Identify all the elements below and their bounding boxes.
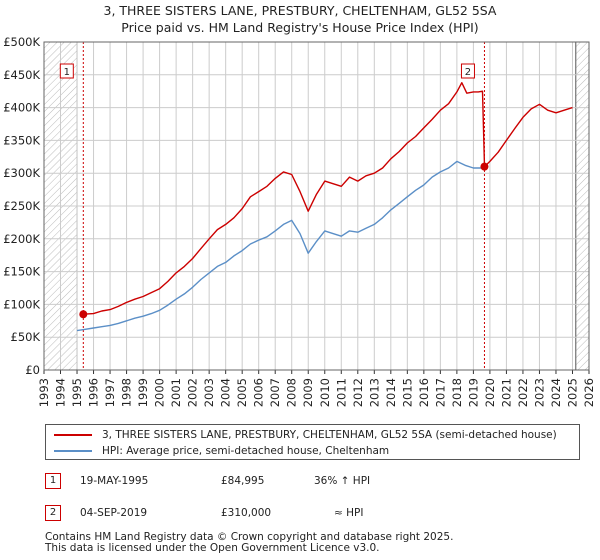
x-tick-label: 2020 (483, 378, 497, 407)
x-tick-label: 2006 (252, 378, 266, 407)
x-tick-label: 2013 (367, 378, 381, 407)
legend-label-property: 3, THREE SISTERS LANE, PRESTBURY, CHELTE… (102, 429, 557, 441)
y-tick-label: £400K (3, 101, 40, 115)
x-tick-label: 2015 (400, 378, 414, 407)
x-tick-label: 1999 (136, 378, 150, 407)
property-price-line (83, 81, 573, 315)
x-tick-label: 2017 (433, 378, 447, 407)
x-tick-label: 1995 (70, 378, 84, 407)
sale-label-box-1 (59, 63, 74, 79)
title-line-1: 3, THREE SISTERS LANE, PRESTBURY, CHELTE… (103, 3, 497, 18)
sale-badge-2: 2 (45, 505, 61, 521)
x-tick-label: 2007 (268, 378, 282, 407)
legend-swatch-property (54, 434, 92, 436)
x-tick-label: 2022 (516, 378, 530, 407)
x-tick-label: 2023 (532, 378, 546, 407)
sale-date-1: 19-MAY-1995 (80, 475, 149, 487)
sale-price-1: £84,995 (221, 475, 265, 487)
sale-price-2: £310,000 (221, 507, 272, 519)
x-tick-label: 2016 (417, 378, 431, 407)
y-tick-label: £300K (3, 166, 40, 180)
x-tick-label: 2014 (384, 378, 398, 407)
x-tick-label: 2021 (499, 378, 513, 407)
legend-item-property: 3, THREE SISTERS LANE, PRESTBURY, CHELTE… (54, 427, 557, 443)
footer-line-2: This data is licensed under the Open Gov… (45, 542, 380, 554)
plot-frame (43, 41, 590, 371)
x-tick-label: 1997 (103, 378, 117, 407)
x-tick-label: 2018 (450, 378, 464, 407)
footer-line-1: Contains HM Land Registry data © Crown c… (45, 531, 454, 543)
x-tick-label: 2000 (153, 378, 167, 407)
x-tick-label: 2004 (219, 378, 233, 407)
sale-hpi-1: 36% ↑ HPI (314, 475, 371, 487)
y-tick-label: £500K (3, 35, 40, 49)
sale-label-2: 2 (465, 67, 471, 78)
y-tick-label: £450K (3, 68, 40, 82)
legend: 3, THREE SISTERS LANE, PRESTBURY, CHELTE… (45, 424, 580, 460)
y-tick-label: £200K (3, 232, 40, 246)
y-tick-label: £50K (11, 330, 41, 344)
sale-point-1 (79, 310, 88, 319)
legend-item-hpi: HPI: Average price, semi-detached house,… (54, 443, 389, 459)
sale-row-2: 2 04-SEP-2019 £310,000 ≈ HPI (45, 505, 585, 525)
x-tick-label: 2008 (285, 378, 299, 407)
sale-row-1: 1 19-MAY-1995 £84,995 36% ↑ HPI (45, 473, 585, 493)
sale-point-2 (480, 162, 489, 171)
x-tick-label: 2024 (549, 378, 563, 407)
sale-label-1: 1 (64, 67, 70, 78)
series (76, 81, 573, 332)
sale-badge-1: 1 (45, 473, 61, 489)
sale-label-box-2 (460, 63, 475, 79)
footer: Contains HM Land Registry data © Crown c… (45, 532, 453, 554)
x-tick-label: 2011 (334, 378, 348, 407)
chart-title: 3, THREE SISTERS LANE, PRESTBURY, CHELTE… (0, 2, 600, 36)
sale-date-2: 04-SEP-2019 (80, 507, 148, 519)
sale-hpi-2: ≈ HPI (334, 507, 364, 519)
hpi-line (76, 160, 485, 332)
y-tick-label: £150K (3, 265, 40, 279)
axes: £0 £50K £100K £150K £200K £250K £300K £350K £400… (3, 35, 596, 407)
x-tick-label: 2005 (235, 378, 249, 407)
y-tick-label: £250K (3, 199, 40, 213)
legend-label-hpi: HPI: Average price, semi-detached house,… (102, 445, 390, 457)
x-tick-label: 2009 (301, 378, 315, 407)
x-tick-label: 1996 (87, 378, 101, 407)
x-tick-label: 2010 (318, 378, 332, 407)
x-tick-label: 2025 (565, 378, 579, 407)
x-tick-label: 2002 (186, 378, 200, 407)
x-tick-label: 2012 (351, 378, 365, 407)
y-tick-label: £0 (25, 363, 40, 377)
legend-swatch-hpi (54, 450, 92, 452)
y-tick-label: £100K (3, 297, 40, 311)
x-tick-label: 2001 (169, 378, 183, 407)
x-tick-label: 1998 (120, 378, 134, 407)
grid (43, 41, 590, 371)
title-line-2: Price paid vs. HM Land Registry's House … (121, 20, 479, 35)
y-tick-label: £350K (3, 133, 40, 147)
x-tick-label: 2019 (466, 378, 480, 407)
x-tick-label: 1994 (54, 378, 68, 407)
x-tick-label: 2026 (582, 378, 596, 407)
x-tick-label: 1993 (37, 378, 51, 407)
x-tick-label: 2003 (202, 378, 216, 407)
